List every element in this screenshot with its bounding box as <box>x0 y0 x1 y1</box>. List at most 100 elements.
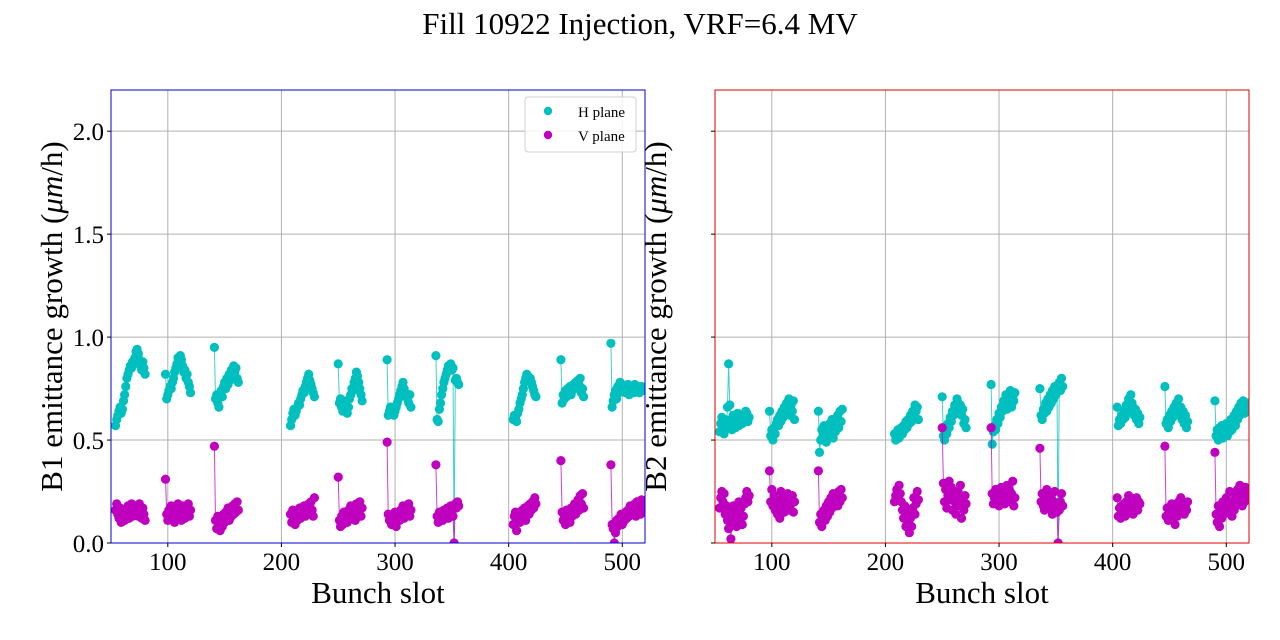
data-point-v-plane-b2 <box>1035 443 1045 453</box>
data-point-v-plane-b2 <box>738 511 749 521</box>
data-point-h-plane-b1 <box>185 388 196 398</box>
data-point-v-plane-b1 <box>356 511 366 521</box>
data-point-v-plane-b2 <box>1053 538 1063 543</box>
legend-marker-h-plane <box>543 106 553 116</box>
data-point-v-plane-b2 <box>955 480 966 490</box>
data-point-h-plane-b2 <box>913 414 924 425</box>
data-point-v-plane-b2 <box>912 486 922 497</box>
data-point-h-plane-b1 <box>209 342 219 352</box>
data-point-h-plane-b1 <box>606 338 616 348</box>
data-point-h-plane-b2 <box>1210 396 1220 406</box>
legend-box <box>524 96 637 153</box>
y-axis-label-b2-part2: /h) <box>638 141 673 175</box>
x-axis-label-b1: Bunch slot <box>311 575 445 610</box>
data-point-h-plane-b2 <box>787 406 797 416</box>
x-tick-label-b2: 300 <box>980 549 1018 576</box>
data-point-h-plane-b1 <box>579 392 589 402</box>
grid-b2 <box>715 90 1249 544</box>
data-point-v-plane-b2 <box>1135 499 1145 509</box>
data-point-h-plane-b1 <box>117 404 127 414</box>
data-point-v-plane-b1 <box>309 493 319 503</box>
y-tick-label-b1: 2.0 <box>73 119 104 146</box>
data-point-h-plane-b2 <box>813 406 824 416</box>
data-point-h-plane-b2 <box>821 437 831 447</box>
data-point-h-plane-b1 <box>333 359 343 369</box>
data-point-v-plane-b1 <box>140 515 150 526</box>
data-point-v-plane-b2 <box>1170 519 1180 530</box>
figure-title: Fill 10922 Injection, VRF=6.4 MV <box>422 6 858 41</box>
legend-marker-v-plane <box>543 130 553 140</box>
x-tick-label-b1: 100 <box>149 549 187 576</box>
data-point-v-plane-b1 <box>333 472 343 482</box>
data-point-h-plane-b1 <box>448 363 458 373</box>
data-point-v-plane-b2 <box>1058 501 1068 511</box>
data-point-h-plane-b1 <box>405 390 415 400</box>
y-axis-label-b2: B2 emittance growth (μm/h) <box>638 141 673 491</box>
data-point-h-plane-b1 <box>454 379 464 390</box>
data-point-v-plane-b1 <box>606 460 616 470</box>
data-point-h-plane-b1 <box>233 377 243 387</box>
data-point-h-plane-b2 <box>837 404 847 414</box>
data-point-h-plane-b1 <box>140 369 150 379</box>
data-point-v-plane-b2 <box>726 534 736 543</box>
data-point-v-plane-b2 <box>986 423 996 433</box>
data-point-h-plane-b1 <box>343 402 354 412</box>
data-point-v-plane-b2 <box>744 491 754 501</box>
data-point-v-plane-b1 <box>449 538 459 543</box>
data-point-v-plane-b1 <box>233 505 243 515</box>
data-point-v-plane-b1 <box>308 511 318 521</box>
x-axis-label-b2: Bunch slot <box>915 575 1049 610</box>
data-point-h-plane-b2 <box>1160 381 1170 392</box>
data-point-v-plane-b2 <box>813 466 824 476</box>
x-tick-label-b2: 100 <box>753 549 791 576</box>
data-point-h-plane-b1 <box>431 351 441 361</box>
data-point-h-plane-b2 <box>1056 373 1067 383</box>
data-point-v-plane-b1 <box>454 501 464 511</box>
data-point-h-plane-b2 <box>1126 390 1136 400</box>
y-tick-label-b1: 1.0 <box>73 325 104 352</box>
data-point-v-plane-b2 <box>1243 486 1249 497</box>
y-axis-label-b1: B1 emittance growth (μm/h) <box>34 141 69 491</box>
data-point-v-plane-b1 <box>531 499 541 509</box>
data-point-h-plane-b1 <box>357 396 367 406</box>
ticks-b1: 100 200 300 400 500 0.0 0.5 1.0 1.5 2.0 <box>73 119 641 576</box>
data-point-h-plane-b2 <box>719 429 729 439</box>
data-point-v-plane-b2 <box>1056 489 1067 499</box>
data-point-v-plane-b2 <box>1160 441 1170 451</box>
data-point-v-plane-b1 <box>577 489 588 499</box>
data-point-h-plane-b2 <box>814 447 825 457</box>
data-point-v-plane-b2 <box>937 423 947 433</box>
frame-b2 <box>714 89 1250 544</box>
data-point-h-plane-b2 <box>986 379 996 390</box>
x-tick-label-b2: 200 <box>867 549 905 576</box>
data-point-v-plane-b2 <box>724 524 734 534</box>
data-point-h-plane-b2 <box>937 392 947 402</box>
y-axis-label-b1-part1: B1 emittance growth ( <box>34 214 69 492</box>
data-point-h-plane-b2 <box>958 404 968 414</box>
data-point-h-plane-b2 <box>1010 388 1020 398</box>
data-point-v-plane-b1 <box>431 460 441 470</box>
subplot-b1: 100 200 300 400 500 0.0 0.5 1.0 1.5 2.0 Bunch slo… <box>34 89 646 610</box>
data-point-h-plane-b1 <box>433 416 443 427</box>
legend: H plane V plane <box>524 96 637 153</box>
data-point-v-plane-b2 <box>960 491 970 501</box>
x-tick-label-b1: 300 <box>376 549 414 576</box>
ticks-b2: 100 200 300 400 500 <box>711 130 1245 576</box>
data-point-h-plane-b1 <box>435 398 446 408</box>
y-tick-label-b1: 0.0 <box>73 531 104 558</box>
data-point-v-plane-b1 <box>511 526 522 536</box>
data-point-h-plane-b2 <box>961 423 971 433</box>
data-point-h-plane-b1 <box>556 355 566 365</box>
data-point-h-plane-b2 <box>987 439 997 449</box>
data-point-h-plane-b2 <box>725 400 735 410</box>
data-point-h-plane-b1 <box>160 369 171 379</box>
y-axis-label-b1-part2: /h) <box>34 141 69 175</box>
data-point-v-plane-b2 <box>789 497 800 507</box>
legend-label-v-plane: V plane <box>578 129 625 145</box>
data-point-v-plane-b2 <box>961 499 971 509</box>
data-point-v-plane-b2 <box>894 480 904 490</box>
data-point-h-plane-b2 <box>1135 412 1145 422</box>
y-tick-label-b1: 0.5 <box>73 428 104 455</box>
data-point-v-plane-b1 <box>357 503 367 513</box>
